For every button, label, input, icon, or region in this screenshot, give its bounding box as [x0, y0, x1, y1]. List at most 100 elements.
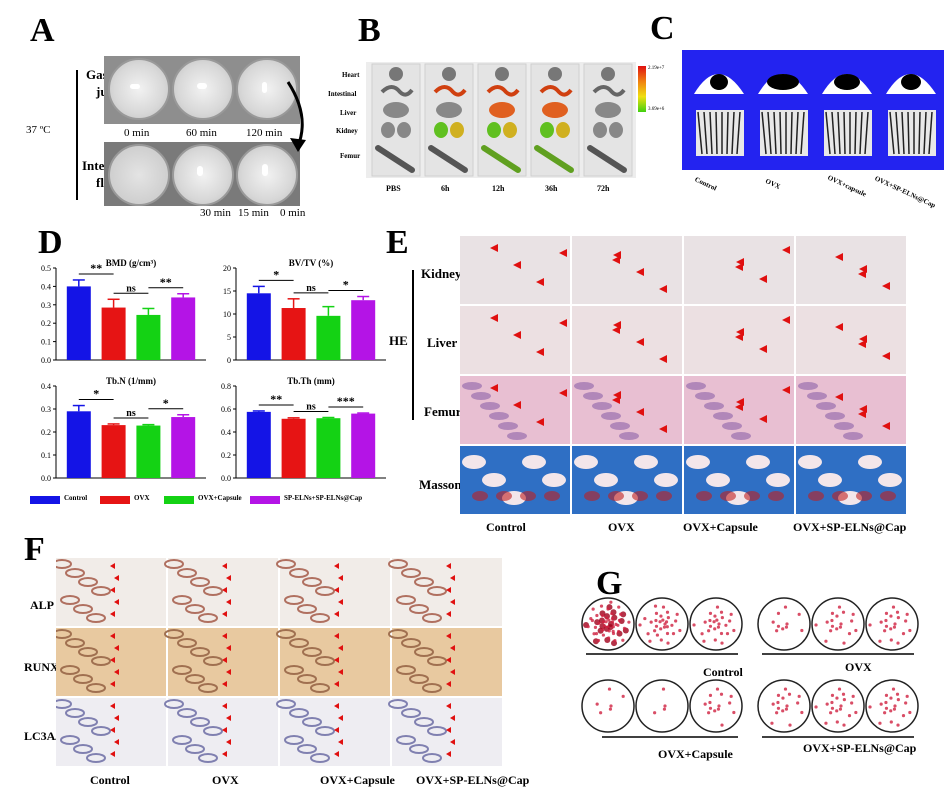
stain-spot [593, 625, 598, 629]
organ-intestinal: Intestinal [328, 90, 357, 98]
time-gastric-0: 0 min [124, 127, 150, 139]
trabecula [859, 111, 863, 155]
stain-spot [607, 687, 612, 691]
collagen-stain [856, 491, 872, 501]
stain-spot [878, 721, 882, 725]
trabecula-outline [427, 656, 447, 666]
collagen-stain [696, 491, 712, 501]
stain-spot [728, 619, 732, 623]
stain-spot [707, 629, 711, 633]
stain-spot [671, 632, 676, 636]
arrowhead-marker [513, 331, 521, 339]
trabecula [697, 111, 703, 155]
stain-spot [617, 605, 621, 609]
trabecular-tissue [825, 412, 845, 420]
stain-spot [648, 639, 652, 643]
stain-spot [896, 723, 900, 727]
stain-spot [610, 612, 614, 616]
stain-spot [654, 618, 658, 623]
stain-spot [702, 639, 706, 643]
trabecula-outline [203, 586, 223, 596]
arrowhead-marker [450, 575, 455, 581]
arrowhead-marker [338, 575, 343, 581]
arrowhead-marker [222, 727, 227, 733]
stain-spot [720, 641, 724, 645]
y-tick-label: 0.0 [221, 474, 231, 483]
arrowhead-marker [110, 703, 115, 709]
stain-spot [854, 710, 858, 715]
stain-spot [732, 628, 736, 633]
marrow-cavity [767, 74, 799, 90]
histology-image [572, 446, 682, 514]
arrowhead-marker [222, 657, 227, 663]
stain-spot [842, 698, 846, 702]
trabecula-outline [164, 629, 184, 639]
stain-spot [781, 709, 785, 713]
organ-liver: Liver [340, 109, 357, 117]
well-outline [811, 597, 865, 651]
trabecular-tissue [592, 402, 612, 410]
stain-spot [617, 629, 621, 634]
bar-chart-1: BMD (g/cm³) 0.0 0.1 0.2 0.3 0.4 0.5 ** ns ** [41, 258, 206, 365]
tissue-bg [796, 236, 906, 304]
bar [66, 286, 91, 360]
g-group-ovx: OVX [845, 660, 872, 674]
trabecula-outline [401, 638, 421, 648]
stain-spot [605, 625, 610, 629]
trabecula [825, 111, 831, 155]
femur-shape [587, 145, 627, 173]
trabecula-outline [414, 577, 434, 587]
arrowhead-marker [334, 611, 339, 617]
stain-spot [610, 617, 615, 621]
stain-spot [661, 605, 666, 609]
kidney-shape-left [487, 122, 501, 138]
stain-spot [601, 620, 606, 624]
arrowhead-marker [226, 715, 231, 721]
stain-spot [661, 687, 666, 691]
stain-spot [708, 624, 713, 628]
trabecula-outline [198, 613, 218, 623]
trabecula-outline [310, 753, 330, 763]
intestine-shape [539, 85, 573, 97]
stain-spot [601, 633, 606, 637]
arrowhead-marker [226, 599, 231, 605]
intestine-shape [486, 85, 520, 97]
stain-spot [613, 639, 617, 643]
trabecula [837, 111, 841, 155]
arrowhead-marker [110, 727, 115, 733]
trabecula-outline [73, 604, 93, 614]
stain-spot [715, 618, 719, 622]
arrowhead-marker [114, 645, 119, 651]
significance-label: * [343, 278, 349, 292]
stain-spot [666, 641, 670, 645]
bar [316, 418, 341, 478]
microct-images [682, 50, 944, 170]
intestine-shape [433, 85, 467, 97]
culture-well [635, 597, 689, 651]
stain-spot [788, 723, 792, 727]
y-tick-label: 0.6 [221, 405, 231, 414]
panel-label-f: F [24, 531, 45, 568]
g-group-control: Control [703, 665, 743, 679]
arrowhead-marker [882, 352, 890, 360]
arrowhead-marker [338, 715, 343, 721]
histology-grid-e [460, 236, 906, 514]
stain-spot [878, 639, 882, 643]
kidney-shape-left [434, 122, 448, 138]
stain-spot [884, 624, 889, 628]
marrow-space [858, 455, 882, 469]
histology-image [684, 236, 794, 304]
stain-spot [797, 612, 801, 616]
stain-spot [868, 705, 872, 709]
stain-spot [839, 622, 843, 626]
stain-spot [732, 710, 736, 715]
stain-spot [824, 721, 828, 725]
ihc-image [56, 628, 166, 696]
stain-spot [708, 618, 712, 623]
stain-spot [776, 624, 781, 628]
arrowhead-marker [110, 563, 115, 569]
trabecular-tissue [574, 382, 594, 390]
collagen-stain [744, 491, 760, 501]
stain-spot [664, 620, 669, 624]
legend-swatch-ovx [100, 496, 130, 504]
